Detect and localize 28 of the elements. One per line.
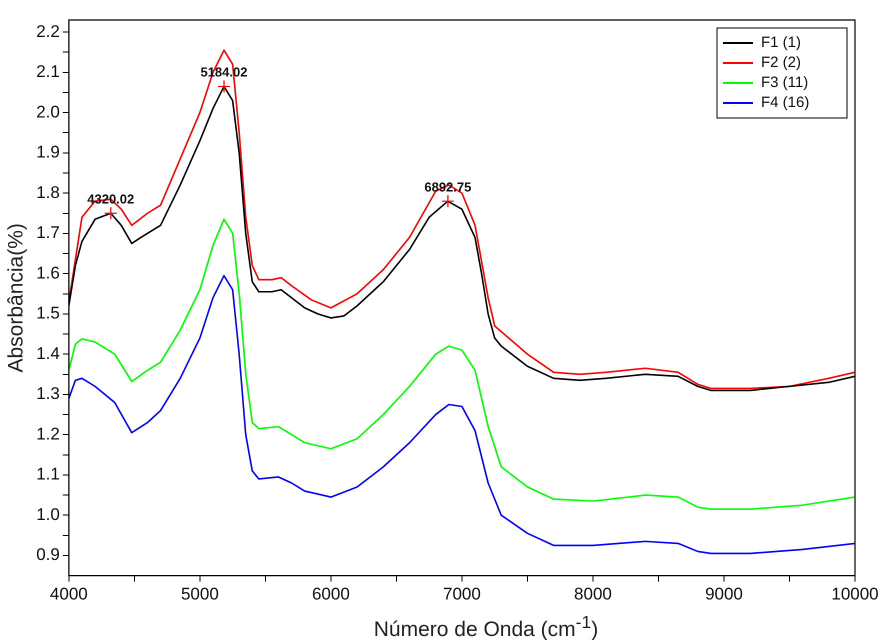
y-tick-label: 1.3: [36, 384, 60, 404]
y-tick-label: 1.7: [36, 223, 60, 242]
x-tick-label: 5000: [180, 584, 219, 604]
x-tick-label: 9000: [705, 584, 743, 604]
legend-label: F1 (1): [761, 34, 802, 52]
x-tick-label: 10000: [831, 584, 879, 604]
y-tick-label: 0.9: [36, 545, 60, 564]
y-tick-label: 1.4: [36, 344, 60, 363]
y-tick-label: 2.0: [36, 102, 60, 122]
x-axis-title: Número de Onda (cm$^{-1}$): [372, 612, 600, 640]
x-tick-label: 6000: [312, 584, 350, 604]
y-tick-label: 1.9: [36, 142, 60, 162]
x-tick-label: 4000: [50, 584, 88, 604]
y-axis-title: Absorbância(%): [4, 223, 28, 373]
x-tick-label: 7000: [443, 584, 481, 604]
y-tick-label: 1.1: [36, 464, 60, 484]
legend-label: F4 (16): [761, 94, 810, 112]
x-tick-label: 8000: [574, 584, 612, 604]
y-tick-label: 1.2: [36, 424, 60, 444]
y-tick-label: 2.2: [36, 22, 60, 41]
annotation: 4320.02: [87, 191, 134, 206]
legend-label: F2 (2): [761, 54, 802, 72]
y-tick-label: 2.1: [36, 62, 60, 82]
y-tick-label: 1.8: [36, 182, 60, 202]
y-tick-label: 1.6: [36, 263, 60, 282]
text: 1.0: [36, 504, 60, 524]
legend-label: F3 (11): [761, 74, 808, 92]
y-tick-label: 1.5: [36, 304, 60, 323]
